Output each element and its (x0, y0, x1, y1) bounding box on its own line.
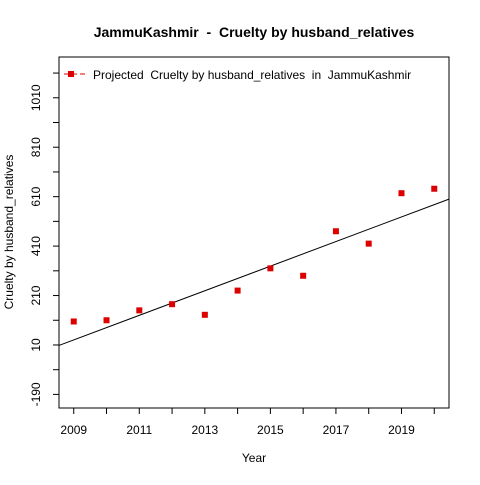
data-point (103, 317, 110, 324)
data-point (300, 272, 307, 279)
y-tick-label: 1010 (29, 84, 43, 111)
data-point (234, 287, 241, 294)
x-tick-label: 2015 (257, 423, 284, 437)
legend: Projected Cruelty by husband_relatives i… (64, 68, 411, 82)
y-axis-label: Cruelty by husband_relatives (2, 155, 16, 310)
y-tick-label: -190 (29, 382, 43, 406)
data-point (431, 185, 438, 192)
x-axis: 2009 2011 2013 2015 2017 2019 (60, 408, 435, 437)
chart-title: JammuKashmir - Cruelty by husband_relati… (94, 24, 415, 40)
y-tick-label: 410 (29, 236, 43, 256)
data-point (136, 307, 143, 314)
data-point (169, 301, 176, 308)
x-axis-label: Year (242, 451, 266, 465)
data-point (267, 265, 274, 272)
trend-line (58, 198, 450, 346)
legend-entry-label: Projected Cruelty by husband_relatives i… (93, 68, 411, 82)
x-tick-label: 2011 (126, 423, 152, 437)
y-axis: -190 10 210 410 610 810 1010 (29, 72, 59, 406)
y-tick-label: 810 (29, 137, 43, 157)
x-tick-label: 2019 (388, 423, 415, 437)
y-tick-label: 210 (29, 285, 43, 305)
y-tick-label: 610 (29, 186, 43, 206)
data-point (70, 318, 77, 325)
x-tick-label: 2013 (191, 423, 218, 437)
x-tick-label: 2017 (323, 423, 350, 437)
plot-frame (58, 56, 450, 409)
x-tick-label: 2009 (60, 423, 87, 437)
y-tick-label: 10 (29, 338, 43, 352)
data-point (365, 240, 372, 247)
legend-marker-swatch (68, 71, 74, 77)
data-point (332, 228, 339, 235)
data-point (201, 311, 208, 318)
data-point (398, 190, 405, 197)
data-points (70, 185, 438, 325)
